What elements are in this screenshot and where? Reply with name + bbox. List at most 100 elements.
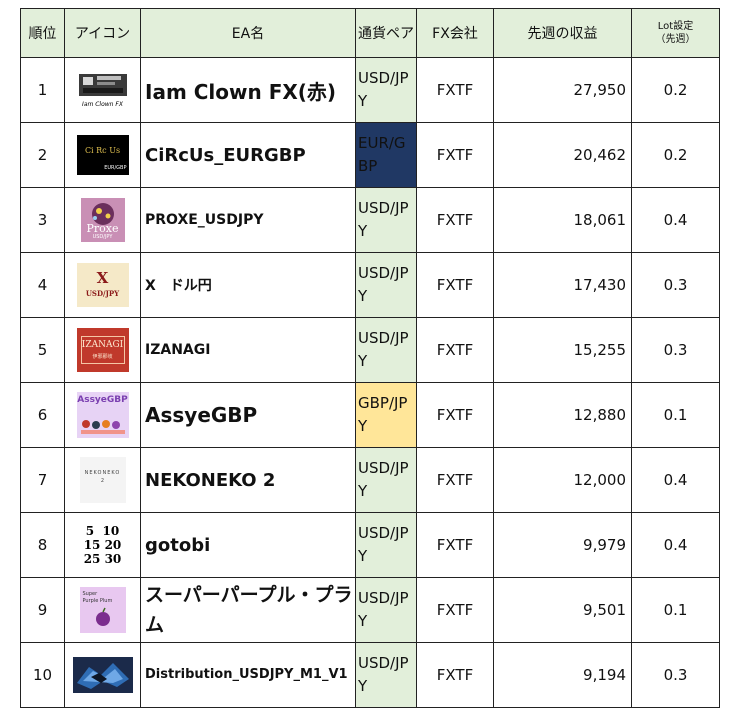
rank-cell: 2 (20, 122, 65, 188)
rank-cell: 6 (20, 382, 65, 448)
rank-cell: 9 (20, 577, 65, 643)
currency-pair: USD/JPY (355, 57, 417, 123)
nekoneko-icon: NEKONEKO 2 (79, 457, 126, 503)
ea-name: PROXE_USDJPY (140, 187, 356, 253)
header-rank: 順位 (20, 8, 65, 58)
lot-setting: 0.3 (631, 252, 720, 318)
lot-setting: 0.3 (631, 317, 720, 383)
icon-caption: 25 30 (83, 552, 122, 566)
icon-caption: X (96, 269, 109, 287)
currency-pair: USD/JPY (355, 577, 417, 643)
x-usdjpy-icon: X USD/JPY (76, 263, 129, 307)
table-row: 5 IZANAGI 伊邪那岐 IZANAGI USD/JPY FXTF 15,2… (20, 317, 720, 383)
icon-caption: 5 10 (85, 524, 120, 538)
currency-pair: GBP/JPY (355, 382, 417, 448)
header-broker: FX会社 (416, 8, 494, 58)
rank-cell: 1 (20, 57, 65, 123)
table-row: 4 X USD/JPY X ドル円 USD/JPY FXTF 17,430 0.… (20, 252, 720, 318)
currency-pair: EUR/GBP (355, 122, 417, 188)
weekly-profit: 20,462 (493, 122, 632, 188)
distribution-icon (72, 657, 133, 693)
icon-caption: Iam Clown FX (82, 101, 123, 108)
header-pair: 通貨ペア (355, 8, 417, 58)
currency-pair: USD/JPY (355, 447, 417, 513)
currency-pair: USD/JPY (355, 187, 417, 253)
weekly-profit: 15,255 (493, 317, 632, 383)
header-lot: Lot設定 （先週） (631, 8, 720, 58)
table-row: 3 Proxe USD/JPY PROXE_USDJPY USD/JPY FXT… (20, 187, 720, 253)
lot-setting: 0.4 (631, 447, 720, 513)
broker-name: FXTF (416, 122, 494, 188)
ea-name: gotobi (140, 512, 356, 578)
rank-cell: 4 (20, 252, 65, 318)
icon-caption: 伊邪那岐 (92, 354, 113, 360)
table-row: 7 NEKONEKO 2 NEKONEKO 2 USD/JPY FXTF 12,… (20, 447, 720, 513)
gotobi-icon: 5 10 15 20 25 30 (75, 522, 130, 568)
currency-pair: USD/JPY (355, 317, 417, 383)
icon-caption: Super (82, 591, 98, 597)
broker-name: FXTF (416, 642, 494, 708)
icon-caption: EUR/GBP (104, 165, 127, 171)
ea-name: Iam Clown FX(赤) (140, 57, 356, 123)
header-ea-name: EA名 (140, 8, 356, 58)
currency-pair: USD/JPY (355, 642, 417, 708)
assye-gbp-icon: AssyeGBP (76, 392, 129, 438)
icon-caption: 15 20 (83, 538, 122, 552)
broker-name: FXTF (416, 317, 494, 383)
lot-setting: 0.2 (631, 57, 720, 123)
weekly-profit: 27,950 (493, 57, 632, 123)
broker-name: FXTF (416, 382, 494, 448)
icon-caption: Purple Plum (82, 598, 113, 604)
table-row: 8 5 10 15 20 25 30 gotobi USD/JPY FXTF 9… (20, 512, 720, 578)
rank-cell: 10 (20, 642, 65, 708)
icon-caption: NEKONEKO (84, 470, 121, 476)
rank-cell: 5 (20, 317, 65, 383)
broker-name: FXTF (416, 252, 494, 318)
lot-setting: 0.4 (631, 512, 720, 578)
table-row: 2 Ci Rc Us EUR/GBP CiRcUs_EURGBP EUR/GBP… (20, 122, 720, 188)
ea-name: X ドル円 (140, 252, 356, 318)
icon-caption: USD/JPY (85, 289, 120, 298)
weekly-profit: 12,000 (493, 447, 632, 513)
weekly-profit: 12,880 (493, 382, 632, 448)
weekly-profit: 9,979 (493, 512, 632, 578)
lot-setting: 0.4 (631, 187, 720, 253)
ea-name: スーパーパープル・プラム (140, 577, 356, 643)
circus-eurgbp-icon: Ci Rc Us EUR/GBP (76, 135, 129, 175)
icon-caption: USD/JPY (92, 234, 113, 240)
table-row: 9 Super Purple Plum スーパーパープル・プラム USD/JPY… (20, 577, 720, 643)
table-row: 1 Iam Clown FX Iam Clown FX(赤) USD/JPY F… (20, 57, 720, 123)
ea-name: Distribution_USDJPY_M1_V1 (140, 642, 356, 708)
weekly-profit: 18,061 (493, 187, 632, 253)
ea-name: CiRcUs_EURGBP (140, 122, 356, 188)
broker-name: FXTF (416, 187, 494, 253)
lot-setting: 0.3 (631, 642, 720, 708)
lot-setting: 0.1 (631, 382, 720, 448)
ea-name: NEKONEKO 2 (140, 447, 356, 513)
currency-pair: USD/JPY (355, 252, 417, 318)
izanagi-icon: IZANAGI 伊邪那岐 (76, 328, 129, 372)
ea-name: AssyeGBP (140, 382, 356, 448)
table-row: 10 Distribution_USDJPY_M1_V1 USD/JPY FXT… (20, 642, 720, 708)
iam-clown-fx-icon: Iam Clown FX (76, 70, 129, 110)
ea-name: IZANAGI (140, 317, 356, 383)
header-row: 順位 アイコン EA名 通貨ペア FX会社 先週の収益 Lot設定 （先週） (20, 8, 720, 58)
weekly-profit: 9,501 (493, 577, 632, 643)
header-lot-line1: Lot設定 (657, 21, 694, 32)
broker-name: FXTF (416, 57, 494, 123)
rank-cell: 7 (20, 447, 65, 513)
currency-pair: USD/JPY (355, 512, 417, 578)
lot-setting: 0.1 (631, 577, 720, 643)
weekly-profit: 9,194 (493, 642, 632, 708)
weekly-profit: 17,430 (493, 252, 632, 318)
super-purple-plum-icon: Super Purple Plum (79, 587, 126, 633)
rank-cell: 3 (20, 187, 65, 253)
icon-caption: AssyeGBP (77, 395, 128, 405)
lot-setting: 0.2 (631, 122, 720, 188)
broker-name: FXTF (416, 447, 494, 513)
icon-caption: IZANAGI (81, 340, 124, 350)
broker-name: FXTF (416, 512, 494, 578)
header-lot-line2: （先週） (655, 34, 696, 45)
rank-cell: 8 (20, 512, 65, 578)
icon-caption: Proxe (86, 222, 119, 235)
